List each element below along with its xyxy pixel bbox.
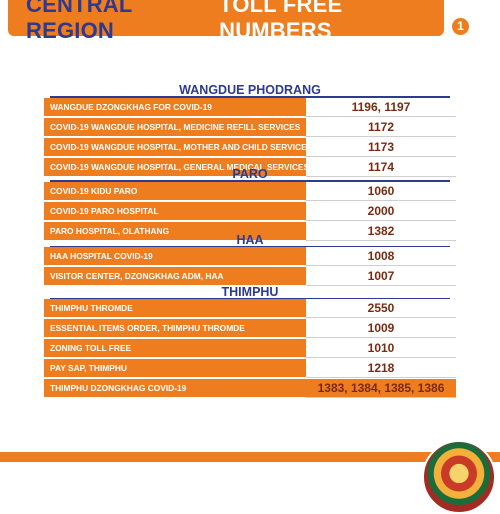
toll-free-number[interactable]: 1174 <box>306 158 456 177</box>
national-emblem-icon <box>422 440 496 514</box>
page-number-badge: 1 <box>452 18 469 35</box>
footer-bar <box>0 452 500 462</box>
table-row: COVID-19 WANGDUE HOSPITAL, MEDICINE REFI… <box>44 118 456 137</box>
table-row: PARO HOSPITAL, OLATHANG 1382 <box>44 222 456 241</box>
row-label: COVID-19 WANGDUE HOSPITAL, MEDICINE REFI… <box>44 118 306 137</box>
toll-free-number[interactable]: 1218 <box>306 359 456 378</box>
table-row: COVID-19 WANGDUE HOSPITAL, MOTHER AND CH… <box>44 138 456 157</box>
section-rows-thimphu: THIMPHU THROMDE 2550 ESSENTIAL ITEMS ORD… <box>44 299 456 399</box>
section-title-haa: HAA <box>40 233 460 248</box>
row-label: COVID-19 KIDU PARO <box>44 182 306 201</box>
table-row: THIMPHU THROMDE 2550 <box>44 299 456 318</box>
row-label: PAY SAP, THIMPHU <box>44 359 306 378</box>
row-label: COVID-19 PARO HOSPITAL <box>44 202 306 221</box>
section-rows-haa: HAA HOSPITAL COVID-19 1008 VISITOR CENTE… <box>44 247 456 287</box>
table-row: HAA HOSPITAL COVID-19 1008 <box>44 247 456 266</box>
section-title-wangdue: WANGDUE PHODRANG <box>40 83 460 98</box>
row-label: ZONING TOLL FREE <box>44 339 306 358</box>
toll-free-number[interactable]: 1007 <box>306 267 456 286</box>
row-label: WANGDUE DZONGKHAG FOR COVID-19 <box>44 98 306 117</box>
row-label: HAA HOSPITAL COVID-19 <box>44 247 306 266</box>
row-label: VISITOR CENTER, DZONGKHAG ADM, HAA <box>44 267 306 286</box>
row-label: COVID-19 WANGDUE HOSPITAL, MOTHER AND CH… <box>44 138 312 157</box>
row-label: THIMPHU THROMDE <box>44 299 306 318</box>
row-label: PARO HOSPITAL, OLATHANG <box>44 222 306 241</box>
title-toll-free: TOLL FREE NUMBERS <box>219 0 343 43</box>
section-title-paro: PARO <box>40 167 460 182</box>
title-region: CENTRAL REGION <box>26 0 133 43</box>
table-row: THIMPHU DZONGKHAG COVID-19 1383, 1384, 1… <box>44 379 456 398</box>
table-row: COVID-19 KIDU PARO 1060 <box>44 182 456 201</box>
toll-free-number[interactable]: 1196, 1197 <box>306 98 456 117</box>
toll-free-number[interactable]: 1172 <box>306 118 456 137</box>
toll-free-number[interactable]: 2550 <box>306 299 456 318</box>
toll-free-number[interactable]: 1008 <box>306 247 456 266</box>
toll-free-number[interactable]: 1060 <box>306 182 456 201</box>
toll-free-number[interactable]: 1383, 1384, 1385, 1386 <box>306 379 456 398</box>
table-row: ZONING TOLL FREE 1010 <box>44 339 456 358</box>
table-row: VISITOR CENTER, DZONGKHAG ADM, HAA 1007 <box>44 267 456 286</box>
table-row: COVID-19 WANGDUE HOSPITAL, GENERAL MEDIC… <box>44 158 456 177</box>
table-row: WANGDUE DZONGKHAG FOR COVID-19 1196, 119… <box>44 98 456 117</box>
row-label: ESSENTIAL ITEMS ORDER, THIMPHU THROMDE <box>44 319 306 338</box>
table-row: PAY SAP, THIMPHU 1218 <box>44 359 456 378</box>
table-row: ESSENTIAL ITEMS ORDER, THIMPHU THROMDE 1… <box>44 319 456 338</box>
toll-free-number[interactable]: 1382 <box>306 222 456 241</box>
row-label: COVID-19 WANGDUE HOSPITAL, GENERAL MEDIC… <box>44 158 309 177</box>
header-banner: CENTRAL REGION TOLL FREE NUMBERS <box>8 0 444 43</box>
section-title-thimphu: THIMPHU <box>40 285 460 300</box>
toll-free-number[interactable]: 1009 <box>306 319 456 338</box>
row-label: THIMPHU DZONGKHAG COVID-19 <box>44 379 306 398</box>
table-row: COVID-19 PARO HOSPITAL 2000 <box>44 202 456 221</box>
toll-free-number[interactable]: 1010 <box>306 339 456 358</box>
toll-free-number[interactable]: 2000 <box>306 202 456 221</box>
section-rows-paro: COVID-19 KIDU PARO 1060 COVID-19 PARO HO… <box>44 182 456 242</box>
section-rows-wangdue: WANGDUE DZONGKHAG FOR COVID-19 1196, 119… <box>44 98 456 178</box>
toll-free-number[interactable]: 1173 <box>306 138 456 157</box>
